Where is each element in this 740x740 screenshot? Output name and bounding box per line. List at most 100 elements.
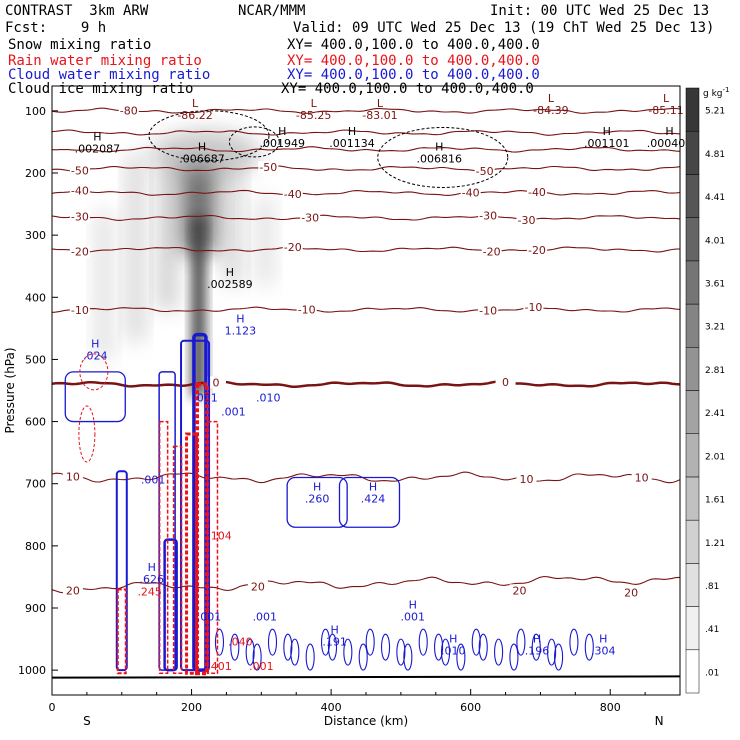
isotherm-label--40-3: -40 [528,186,546,199]
rain-column-4 [206,420,219,675]
colorbar-label-13: 5.21 [705,107,725,117]
isotherm-label--40-0: -40 [71,185,89,198]
isotherm-label-bg [62,470,83,483]
isotherm-10 [52,471,680,484]
ground-line [51,675,681,679]
isotherm-label-bg [509,584,530,597]
y-tick-label-7: 800 [25,540,46,553]
isotherm-label-bg [526,243,547,256]
isotherm-label-bg [478,304,499,317]
contour-labels: L-86.22L-85.25L-83.01L-84.39L-85.11H.002… [75,92,693,673]
isotherm-label-bg [69,245,90,258]
extremum-letter-13: H [236,313,244,326]
cloud-water-shallow-6 [290,638,300,666]
isotherm-0 [52,380,680,389]
cloud-water-shallow-28 [569,628,579,656]
field-snow-name: Snow mixing ratio [8,37,152,53]
isotherm--60 [52,146,680,153]
extremum-value-10: .001101 [584,137,630,150]
extremum-value-22: .304 [591,645,616,658]
isotherm-label--10-2: -10 [479,305,497,318]
cloud-water-shallow-0 [214,628,225,656]
cloud-water-cell-1 [338,476,401,528]
colorbar-label-4: 1.61 [705,496,725,506]
colorbar-label-7: 2.81 [705,366,725,376]
y-tick-label-2: 300 [25,229,46,242]
isotherm-label-10-0: 10 [66,470,80,483]
isotherm--40 [52,189,680,196]
extremum-letter-20: H [449,633,457,646]
isotherm-label-bg [296,303,317,316]
field-cloudice-xy: XY= 400.0,100.0 to 400.0,400.0 [281,81,534,97]
extremum-value-5: .002087 [75,142,121,155]
extremum-letter-10: H [603,125,611,138]
cloud-water-shallow-10 [343,638,353,666]
extremum-letter-9: H [435,140,443,153]
colorbar-cell-13 [685,87,700,132]
extremum-value-21: .196 [525,645,550,658]
colorbar-label-1: .41 [705,625,719,635]
isotherm-label--20-0: -20 [71,246,89,259]
extremum-letter-1: L [311,97,318,110]
extremum-letter-4: L [663,92,670,105]
extremum-value-18: .001 [401,610,426,623]
isotherm-label-bg [460,186,481,199]
isotherm-label-bg [621,586,642,599]
extremum-value-9: .006816 [417,152,463,165]
rain-column-5 [172,445,183,674]
x-tick-label-4: 800 [600,701,621,714]
snow-shading [95,129,274,397]
snow-shade-0 [126,154,145,341]
extremum-letter-16: H [369,480,377,493]
colorbar-cell-6 [685,390,700,434]
x-tick-label-2: 400 [321,701,342,714]
cloud-water-shallow-4 [267,628,278,656]
isotherm-label-0-0: 0 [212,376,219,389]
y-tick-label-9: 1000 [18,664,46,677]
cloud-water-shallow-21 [478,633,488,661]
isotherm-label--40-1: -40 [284,188,302,201]
rain-water-contours [78,353,219,676]
extremum-value-7: .001949 [260,137,306,150]
extremum-letter-14: H [91,337,99,350]
isotherm-label-bg [282,240,303,253]
x-end-left: S [83,714,91,728]
extremum-letter-22: H [599,633,607,646]
isotherm-label-bg [300,211,321,224]
isotherm-label--80-0: -80 [120,104,138,117]
colorbar-cell-4 [685,476,700,521]
extremum-value-1: -85.25 [296,109,331,122]
rain-label-1: .245 [137,586,162,599]
x-tick-label-0: 0 [49,701,56,714]
cloud-ice-contour-2 [228,126,280,158]
extremum-letter-8: H [348,125,356,138]
cloud-label-2: .001 [141,474,166,487]
x-axis-title: Distance (km) [324,714,408,728]
snow-shade-3 [95,210,114,360]
colorbar-cell-3 [685,519,700,564]
cloud-water-cell-2 [64,371,126,423]
rain-column-2 [116,588,127,675]
extremum-value-8: .001134 [329,137,375,150]
cloud-water-shallow-2 [245,638,255,666]
colorbar-label-0: .01 [705,668,719,678]
terrain-line [51,675,681,679]
colorbar-cell-7 [685,347,700,391]
snow-shade-4 [255,197,274,285]
extremum-value-12: .002589 [207,278,253,291]
cloud-ice-contour-0 [148,110,270,162]
cloud-water-shallow-11 [358,643,368,671]
extremum-value-11: .000400 [647,137,693,150]
colorbar-cell-5 [685,433,700,478]
isotherm-label-bg [523,301,544,314]
isotherm-label-20-1: 20 [251,581,265,594]
y-tick-label-8: 900 [25,602,46,615]
isotherm-label--30-2: -30 [479,209,497,222]
isotherm-label-0-1: 0 [502,376,509,389]
isotherm-label-bg [481,245,502,258]
extremum-value-0: -86.22 [177,109,212,122]
cloud-label-3: .001 [197,610,222,623]
isotherm-label--30-0: -30 [71,211,89,224]
isotherm--20 [52,246,680,253]
isotherm-label--50-2: -50 [476,165,494,178]
